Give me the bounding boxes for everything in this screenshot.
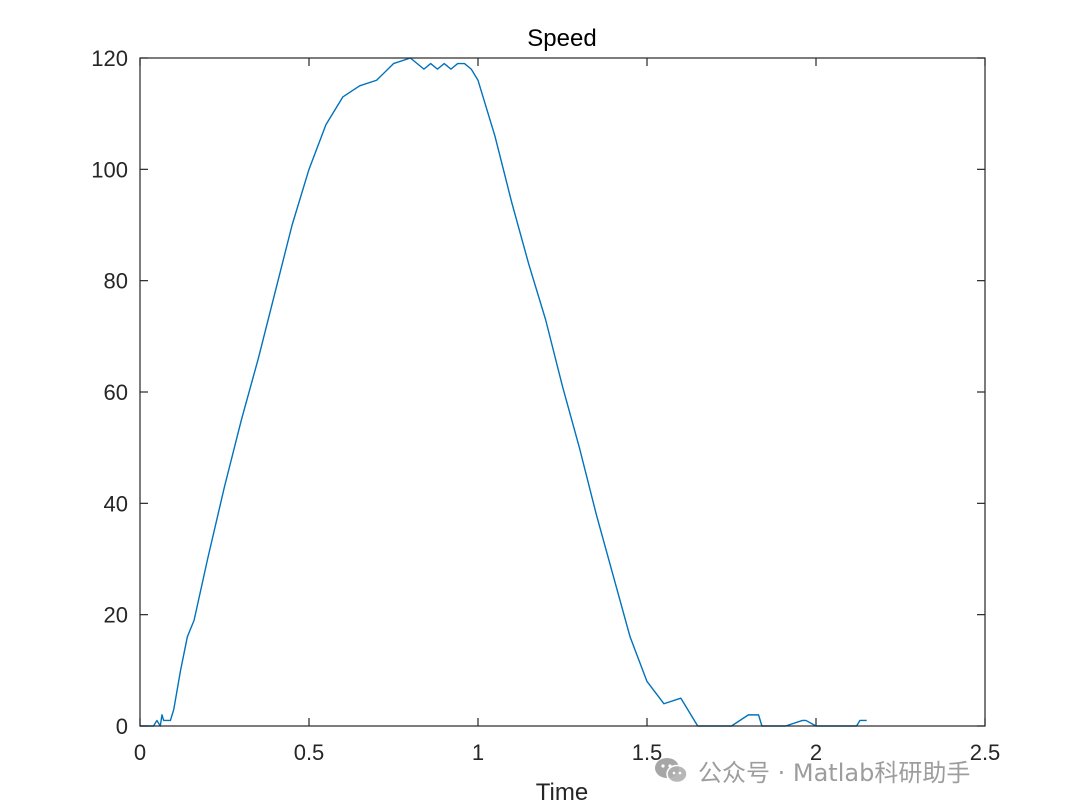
x-tick-label: 1	[472, 740, 484, 765]
y-tick-label: 120	[91, 46, 128, 71]
watermark: 公众号 · Matlab科研助手	[652, 752, 970, 788]
y-tick-labels: 0 20 40 60 80 100 120	[91, 46, 128, 739]
series-layer	[140, 57, 867, 727]
x-tick-label: 2	[810, 740, 822, 765]
wechat-icon	[655, 758, 688, 784]
x-tick-label: 0	[134, 740, 146, 765]
y-tick-label: 80	[104, 269, 128, 294]
x-tick-labels: 0 0.5 1 1.5 2 2.5	[134, 740, 1000, 765]
x-axis-title: Time	[536, 779, 588, 806]
y-tick-label: 0	[116, 714, 128, 739]
x-tick-label: 0.5	[294, 740, 325, 765]
speed-series-line	[140, 57, 867, 727]
watermark-text: 公众号 · Matlab科研助手	[698, 758, 971, 787]
y-tick-label: 20	[104, 603, 128, 628]
x-tick-label: 1.5	[632, 740, 663, 765]
plot-area	[140, 58, 985, 726]
y-tick-label: 100	[91, 157, 128, 182]
y-tick-label: 40	[104, 491, 128, 516]
y-tick-label: 60	[104, 380, 128, 405]
chart-title: Speed	[527, 25, 596, 52]
plot-frame	[139, 57, 986, 727]
x-tick-label: 2.5	[970, 740, 1001, 765]
